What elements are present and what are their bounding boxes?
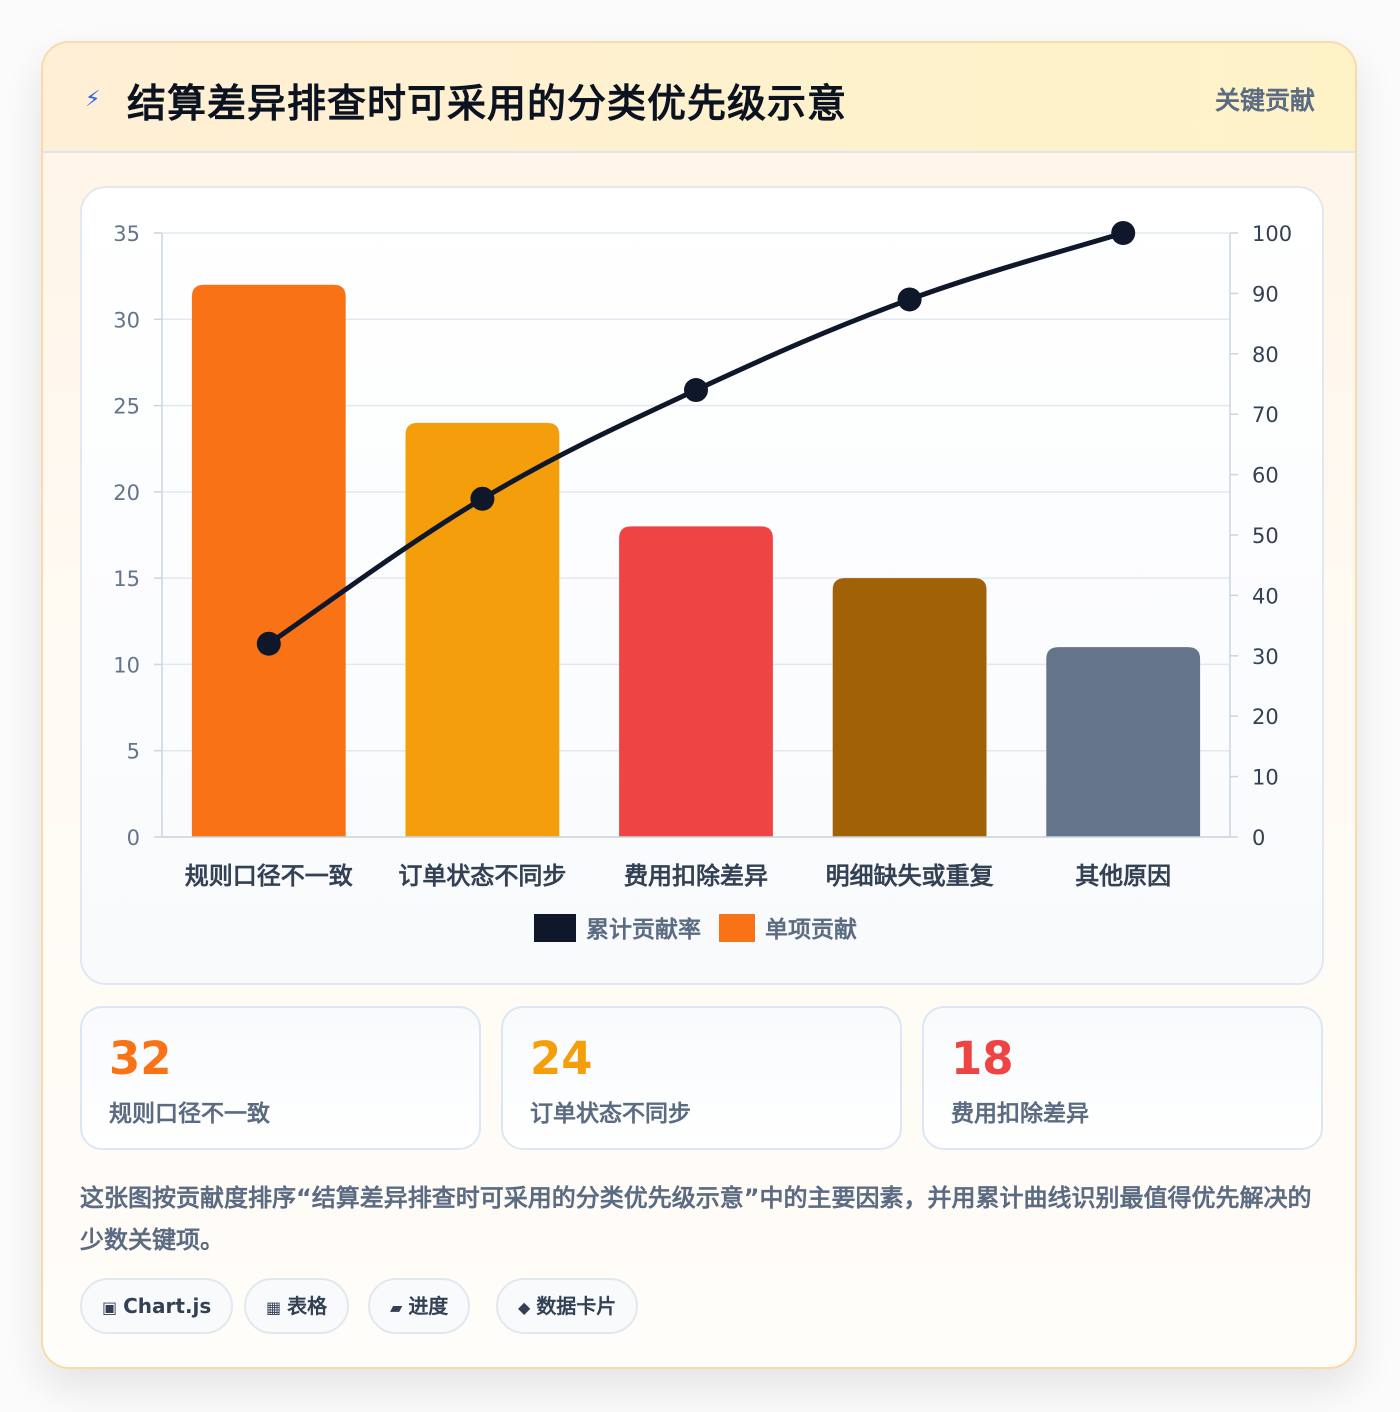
chart-description: 这张图按贡献度排序“结算差异排查时可采用的分类优先级示意”中的主要因素，并用累计… (80, 1184, 1312, 1254)
right-tick-label: 30 (1252, 645, 1279, 669)
x-tick-label: 其他原因 (1075, 862, 1171, 890)
left-tick-label: 15 (113, 567, 140, 591)
right-tick-label: 60 (1252, 464, 1279, 488)
pill-label: 数据卡片 (536, 1294, 617, 1318)
progress-icon: ▰ (390, 1298, 403, 1317)
stat-card: 24 订单状态不同步 (501, 1006, 902, 1150)
pareto-chart: 0 5 10 15 20 25 30 35 0 10 20 30 40 50 60 70 80 90 100 规则口径… (113, 221, 1292, 943)
pill-label: 表格 (287, 1294, 328, 1318)
pill-chartjs[interactable]: ▣ Chart.js (80, 1278, 234, 1334)
diamond-icon: ◆ (518, 1298, 531, 1317)
cumulative-point (684, 378, 708, 403)
pill-label: 进度 (408, 1294, 449, 1318)
right-tick-label: 20 (1252, 705, 1279, 729)
cumulative-point (1111, 221, 1136, 245)
pill-progress[interactable]: ▰ 进度 (368, 1278, 471, 1334)
x-tick-label: 规则口径不一致 (185, 862, 354, 890)
pill-data-card[interactable]: ◆ 数据卡片 (496, 1278, 639, 1334)
right-tick-label: 40 (1252, 584, 1279, 608)
chart-panel: 0 5 10 15 20 25 30 35 0 10 20 30 40 50 60 70 80 90 100 规则口径… (80, 186, 1324, 985)
left-tick-label: 25 (113, 395, 140, 419)
header-tag: 关键贡献 (1214, 86, 1315, 115)
right-tick-label: 50 (1252, 524, 1279, 548)
right-tick-label: 10 (1252, 766, 1279, 790)
stat-cards: 32 规则口径不一致 24 订单状态不同步 18 费用扣除差异 (80, 1006, 1324, 1150)
stat-label: 规则口径不一致 (109, 1101, 270, 1127)
x-tick-label: 订单状态不同步 (398, 862, 566, 890)
right-tick-label: 0 (1252, 826, 1265, 850)
cumulative-point (470, 486, 495, 511)
stat-value: 18 (951, 1032, 1014, 1085)
chart-icon: ▣ (102, 1298, 118, 1317)
x-tick-label: 明细缺失或重复 (826, 862, 995, 890)
pill-table[interactable]: ▦ 表格 (244, 1278, 350, 1334)
legend-swatch (534, 914, 576, 942)
left-tick-label: 5 (127, 740, 140, 764)
bar (405, 422, 560, 837)
table-icon: ▦ (266, 1298, 282, 1317)
pill-label: Chart.js (123, 1294, 212, 1318)
chart-card: ⚡ 结算差异排查时可采用的分类优先级示意 关键贡献 0 5 10 15 20 25 30 35… (41, 41, 1357, 1369)
cumulative-point (897, 287, 922, 312)
stat-card: 32 规则口径不一致 (80, 1006, 481, 1150)
left-tick-label: 35 (113, 222, 140, 246)
legend-swatch (719, 914, 755, 942)
stat-label: 费用扣除差异 (951, 1101, 1089, 1127)
left-tick-label: 30 (113, 308, 140, 332)
page-title: 结算差异排查时可采用的分类优先级示意 (127, 82, 848, 127)
right-tick-label: 80 (1252, 343, 1279, 367)
left-tick-label: 10 (113, 653, 140, 677)
card-header: ⚡ 结算差异排查时可采用的分类优先级示意 关键贡献 (43, 43, 1355, 153)
left-tick-label: 0 (127, 826, 140, 850)
right-tick-label: 90 (1252, 282, 1279, 306)
x-tick-label: 费用扣除差异 (624, 862, 768, 890)
legend-label: 累计贡献率 (586, 916, 701, 943)
stat-value: 24 (530, 1032, 593, 1085)
bar (832, 578, 987, 837)
bar (619, 526, 773, 837)
lightning-icon: ⚡ (85, 87, 101, 112)
cumulative-point (256, 631, 281, 656)
right-tick-label: 100 (1252, 222, 1292, 246)
stat-label: 订单状态不同步 (530, 1101, 691, 1127)
stat-value: 32 (109, 1032, 172, 1085)
legend-label: 单项贡献 (765, 917, 857, 943)
right-tick-label: 70 (1252, 403, 1279, 427)
bar (1046, 647, 1201, 837)
bar (191, 284, 346, 837)
stat-card: 18 费用扣除差异 (922, 1006, 1323, 1150)
left-tick-label: 20 (113, 481, 140, 505)
